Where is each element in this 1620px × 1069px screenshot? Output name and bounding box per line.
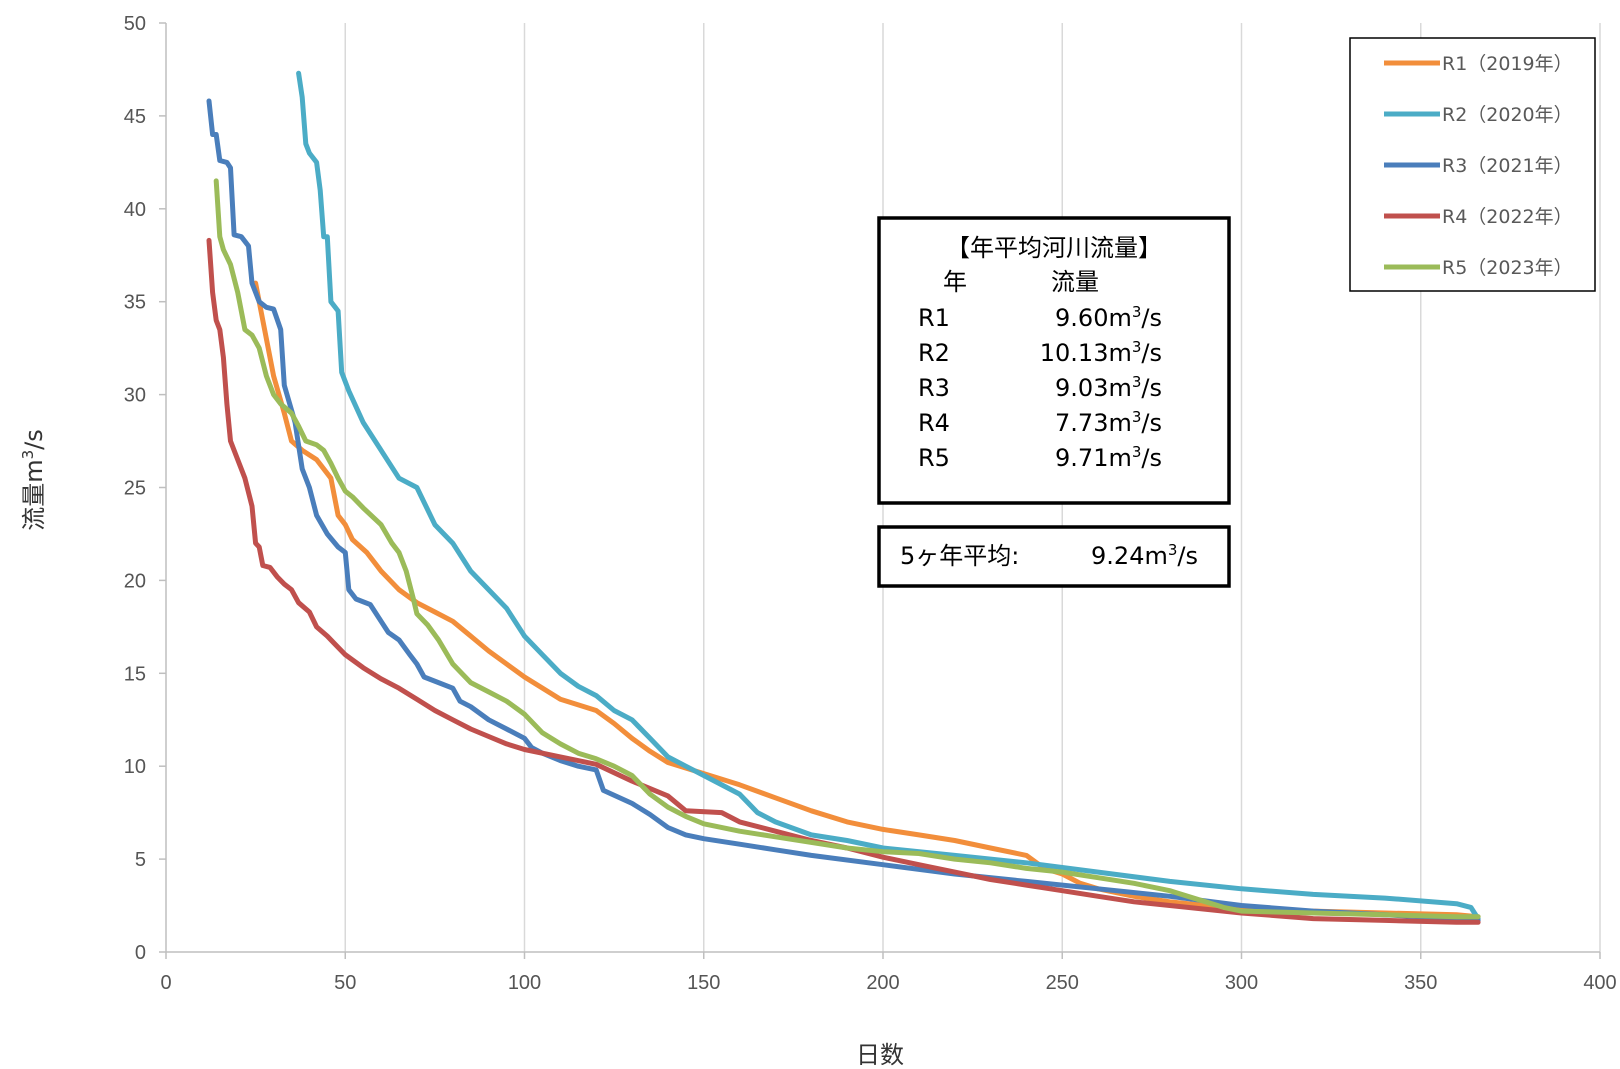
y-tick-label-50: 50	[124, 13, 146, 35]
y-tick-label-10: 10	[124, 756, 146, 778]
legend-label-5: R5（2023年）	[1442, 257, 1573, 279]
annual-average-box: 【年平均河川流量】 年 流量 R1 9.60m3/s R2 10.13m3/s R3 9.…	[877, 216, 1231, 505]
x-tick-label-400: 400	[1583, 972, 1616, 994]
y-tick-label-35: 35	[124, 292, 146, 314]
legend: R1（2019年） R2（2020年） R3（2021年） R4（2022年） R5（2…	[1349, 37, 1596, 292]
x-tick-label-200: 200	[866, 972, 899, 994]
axes	[159, 22, 1601, 959]
series-line-5	[213, 178, 1481, 920]
annual-average-value-R5: 9.71m3/s	[1055, 443, 1162, 472]
y-tick-label-0: 0	[135, 942, 146, 964]
x-tick-label-300: 300	[1225, 972, 1258, 994]
annual-average-year-R2: R2	[918, 339, 950, 367]
x-tick-labels: 0 50 100 150 200 250 300 350 400	[160, 972, 1616, 994]
five-year-average-box: 5ヶ年平均: 9.24m3/s	[877, 525, 1231, 588]
five-year-average-value: 9.24m3/s	[1091, 541, 1198, 570]
y-tick-label-20: 20	[124, 570, 146, 592]
annual-average-year-R3: R3	[918, 374, 950, 402]
x-tick-label-0: 0	[160, 972, 171, 994]
y-tick-labels: 0 5 10 15 20 25 30 35 40 45 50	[124, 13, 146, 964]
series-lines	[206, 70, 1481, 925]
x-tick-label-250: 250	[1046, 972, 1079, 994]
annual-average-year-R5: R5	[918, 444, 950, 472]
x-tick-label-50: 50	[334, 972, 356, 994]
y-tick-label-30: 30	[124, 385, 146, 407]
series-line-3	[206, 98, 1481, 923]
series-line-1	[253, 280, 1481, 920]
annual-average-year-R1: R1	[918, 304, 950, 332]
y-tick-label-40: 40	[124, 199, 146, 221]
column-flow-header: 流量	[1051, 268, 1099, 296]
y-tick-label-45: 45	[124, 106, 146, 128]
legend-label-3: R3（2021年）	[1442, 155, 1573, 177]
legend-label-1: R1（2019年）	[1442, 53, 1573, 75]
five-year-average-label: 5ヶ年平均:	[900, 542, 1019, 570]
column-year-header: 年	[943, 268, 967, 296]
annual-average-year-R4: R4	[918, 409, 950, 437]
annual-average-value-R2: 10.13m3/s	[1040, 338, 1162, 367]
x-tick-label-350: 350	[1404, 972, 1437, 994]
series-line-4	[206, 237, 1481, 925]
annual-average-value-R1: 9.60m3/s	[1055, 303, 1162, 332]
x-tick-label-100: 100	[508, 972, 541, 994]
annual-average-title: 【年平均河川流量】	[946, 234, 1162, 262]
series-line-2	[296, 70, 1481, 922]
annual-average-rows: R1 9.60m3/s R2 10.13m3/s R3 9.03m3/s R4 7.73m3/…	[918, 303, 1162, 472]
legend-label-2: R2（2020年）	[1442, 104, 1573, 126]
x-tick-label-150: 150	[687, 972, 720, 994]
y-tick-label-15: 15	[124, 663, 146, 685]
annual-average-value-R3: 9.03m3/s	[1055, 373, 1162, 402]
annual-average-value-R4: 7.73m3/s	[1055, 408, 1162, 437]
y-axis-title: 流量m3/s	[19, 429, 48, 531]
y-tick-label-25: 25	[124, 478, 146, 500]
y-tick-label-5: 5	[135, 849, 146, 871]
legend-label-4: R4（2022年）	[1442, 206, 1573, 228]
x-axis-title: 日数	[856, 1041, 904, 1069]
